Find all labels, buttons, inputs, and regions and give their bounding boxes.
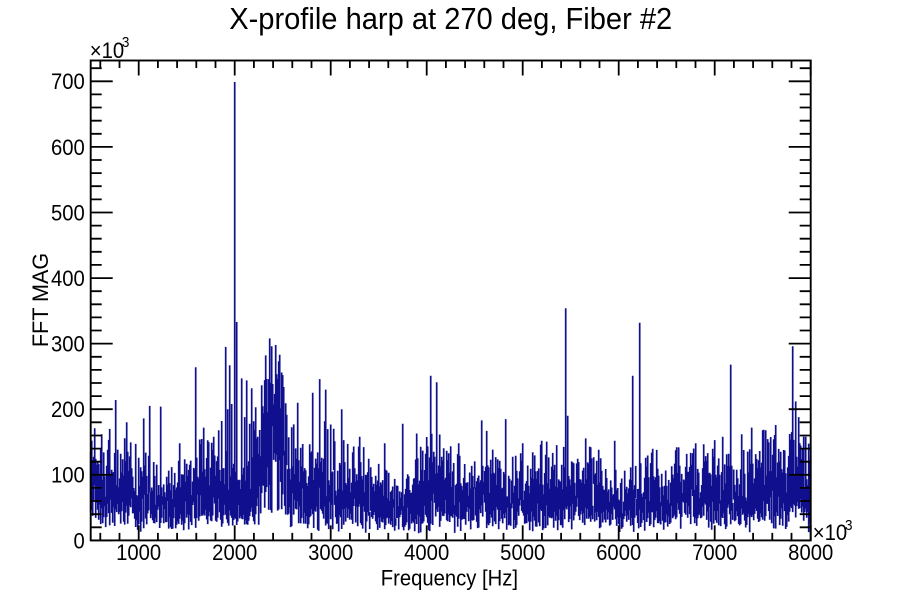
svg-text:×10: ×10 bbox=[90, 38, 124, 63]
svg-text:100: 100 bbox=[51, 463, 85, 488]
svg-text:5000: 5000 bbox=[500, 540, 545, 565]
svg-text:3000: 3000 bbox=[308, 540, 353, 565]
svg-text:400: 400 bbox=[51, 266, 85, 291]
svg-text:2000: 2000 bbox=[212, 540, 257, 565]
svg-text:3: 3 bbox=[122, 34, 130, 51]
svg-text:6000: 6000 bbox=[596, 540, 641, 565]
svg-text:4000: 4000 bbox=[404, 540, 449, 565]
svg-text:700: 700 bbox=[51, 69, 85, 94]
svg-text:FFT MAG: FFT MAG bbox=[28, 253, 54, 347]
svg-text:×10: ×10 bbox=[813, 520, 847, 545]
svg-text:600: 600 bbox=[51, 135, 85, 160]
svg-text:1000: 1000 bbox=[116, 540, 161, 565]
svg-text:300: 300 bbox=[51, 332, 85, 357]
svg-text:X-profile harp at 270 deg, Fib: X-profile harp at 270 deg, Fiber #2 bbox=[229, 2, 672, 36]
svg-text:0: 0 bbox=[74, 528, 85, 553]
svg-text:Frequency [Hz]: Frequency [Hz] bbox=[381, 566, 518, 591]
svg-text:8000: 8000 bbox=[788, 540, 833, 565]
svg-text:500: 500 bbox=[51, 200, 85, 225]
svg-text:3: 3 bbox=[845, 517, 853, 534]
svg-text:7000: 7000 bbox=[692, 540, 737, 565]
svg-text:200: 200 bbox=[51, 397, 85, 422]
